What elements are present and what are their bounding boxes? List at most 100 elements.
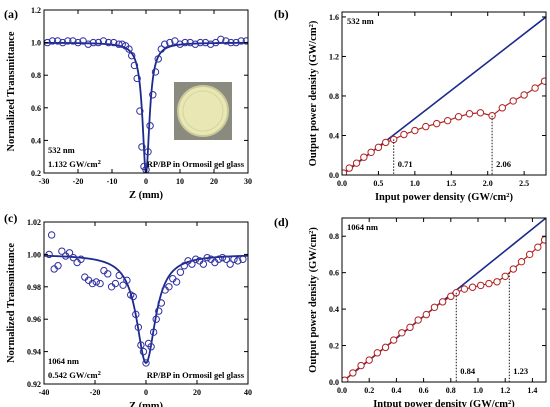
data-point [157, 299, 166, 307]
panel-d: (d) 0.0 0.2 0.4 0.6 0.8 1.0 1.2 1.4 0.0 0.2 0.4 0.6 0… [274, 215, 547, 407]
data-point [59, 38, 67, 47]
data-point [217, 35, 225, 44]
data-point [239, 255, 247, 263]
data-point [501, 272, 509, 281]
data-point [454, 113, 463, 121]
data-point [130, 61, 139, 70]
x-tick-label: 40 [244, 388, 252, 397]
data-point [540, 77, 546, 85]
y-tick-label: 1.2 [329, 52, 339, 61]
plot-frame [43, 221, 249, 385]
data-point [69, 253, 78, 262]
data-point [443, 116, 452, 125]
panel-label: (c) [4, 211, 17, 225]
data-point [509, 265, 518, 273]
plot-frame [43, 9, 249, 174]
data-point [88, 279, 97, 288]
data-point [188, 260, 196, 268]
data-point [352, 159, 361, 167]
data-point [382, 138, 390, 147]
data-point [180, 262, 188, 270]
data-point [242, 37, 248, 45]
data-point [345, 164, 353, 172]
data-point [176, 40, 184, 48]
data-point [411, 126, 419, 135]
data-point [144, 148, 152, 156]
data-point [196, 38, 205, 47]
data-point [110, 38, 118, 47]
panel-label: (b) [274, 7, 289, 21]
plot-area [342, 218, 546, 382]
data-point [129, 292, 137, 301]
threshold-label: 0.71 [398, 159, 413, 169]
threshold-label: 2.06 [496, 159, 511, 169]
x-tick-label: 0.4 [391, 386, 401, 395]
y-tick-label: 1.02 [27, 218, 41, 227]
data-point [517, 258, 526, 266]
data-point [520, 91, 528, 99]
y-tick-label: 0.8 [31, 71, 41, 80]
data-point [128, 51, 136, 60]
intensity-label: 0.542 GW/cm2 [48, 370, 101, 381]
sample-label: RP/BP in Ormosil gel glass [147, 159, 245, 169]
x-tick-label: -20 [73, 177, 84, 186]
data-point [96, 279, 104, 288]
x-tick-label: 0.6 [419, 386, 429, 395]
data-point [206, 40, 215, 48]
y-tick-label: 0.8 [329, 92, 339, 101]
data-point [237, 37, 245, 45]
data-point [509, 97, 517, 105]
data-point [406, 323, 414, 332]
plot-frame [341, 217, 547, 383]
data-point [69, 37, 77, 45]
data-point [48, 37, 57, 45]
y-tick-label: 0.8 [329, 232, 339, 241]
x-tick-label: 0.0 [337, 386, 347, 395]
y-tick-label: 0.4 [329, 305, 339, 314]
panel-a: (a) -30 -20 -10 0 10 20 30 0.2 0.4 0.6 0.8 1.0 1.2 Z (… [4, 6, 252, 201]
data-point [468, 283, 477, 291]
data-point [373, 349, 382, 357]
data-point [414, 316, 422, 324]
panel-label: (d) [274, 215, 289, 229]
x-tick-label: -10 [107, 177, 118, 186]
y-tick-label: 1.6 [329, 13, 339, 22]
data-point [74, 38, 82, 47]
data-point [447, 292, 455, 301]
data-point [493, 278, 501, 286]
y-tick-label: 0.2 [329, 342, 339, 351]
data-point [360, 153, 368, 161]
data-point [342, 169, 348, 175]
data-point [203, 253, 211, 262]
x-axis-label: Z (mm) [129, 401, 164, 407]
data-point [157, 45, 166, 53]
data-point [149, 91, 157, 99]
data-point [79, 37, 87, 45]
panel-b: (b) 0.0 0.5 1.0 1.5 2.0 2.5 0.0 0.4 0.8 1.2 1.6 Inpu… [274, 7, 547, 203]
wavelength-label: 1064 nm [48, 356, 79, 366]
data-point [525, 250, 534, 259]
fit-curve [44, 254, 248, 364]
x-tick-label: 0 [144, 177, 148, 186]
wavelength-label: 532 nm [48, 145, 75, 155]
data-point [77, 255, 85, 263]
data-point [433, 119, 441, 128]
data-point [133, 74, 141, 83]
data-point [152, 315, 160, 323]
y-axis-label: Output power density (GW/cm2) [308, 227, 320, 373]
x-tick-label: -30 [39, 177, 50, 186]
data-point [172, 278, 181, 286]
x-axis-label: Z (mm) [129, 190, 164, 201]
x-tick-label: 10 [176, 177, 184, 186]
y-axis-label: Output power density (GW/cm2) [308, 20, 320, 166]
data-point [155, 307, 163, 315]
x-tick-label: 1.2 [500, 386, 510, 395]
glass-disc [177, 85, 229, 137]
data-point [531, 84, 539, 92]
wavelength-label: 1064 nm [347, 222, 378, 232]
data-point [465, 110, 474, 118]
x-tick-label: 20 [210, 177, 218, 186]
data-point [139, 347, 148, 356]
data-point [53, 37, 62, 45]
y-tick-label: 0.94 [27, 348, 41, 357]
